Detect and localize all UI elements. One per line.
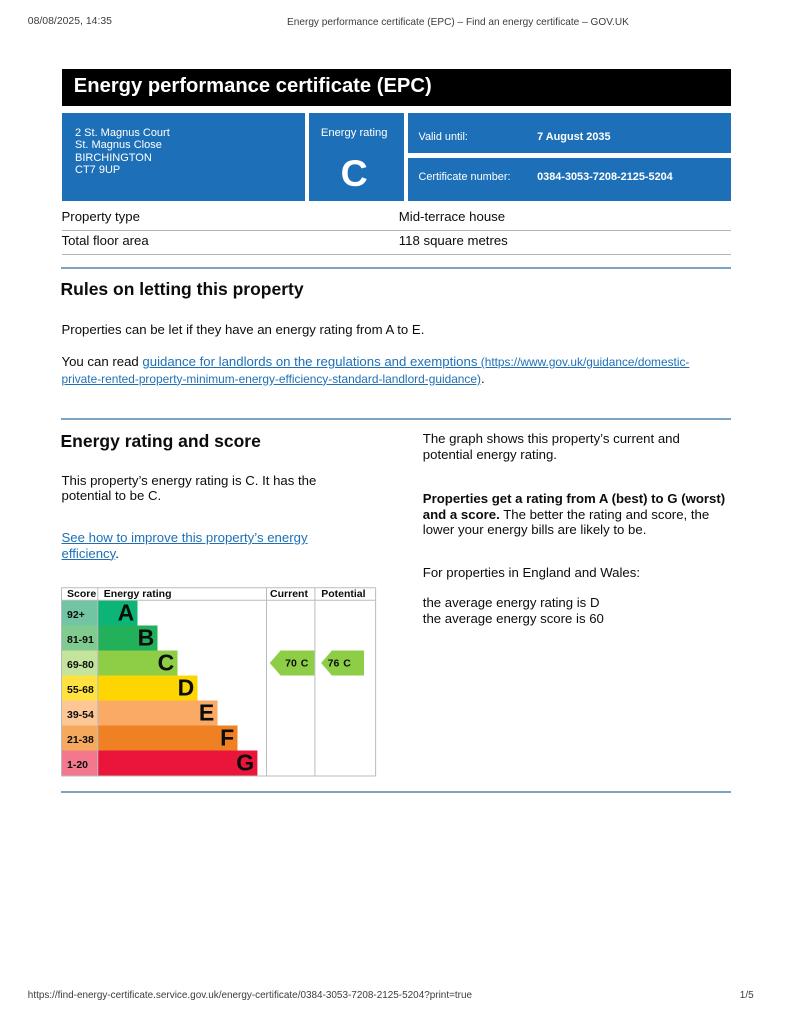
svg-text:Score: Score bbox=[67, 588, 96, 600]
svg-text:C: C bbox=[343, 658, 351, 670]
svg-text:21-38: 21-38 bbox=[67, 734, 94, 746]
svg-text:76: 76 bbox=[328, 658, 340, 670]
svg-text:C: C bbox=[301, 658, 309, 670]
svg-text:70: 70 bbox=[285, 658, 297, 670]
svg-text:Energy rating: Energy rating bbox=[104, 588, 172, 600]
svg-text:55-68: 55-68 bbox=[67, 684, 94, 696]
svg-text:Current: Current bbox=[270, 588, 308, 600]
svg-text:B: B bbox=[138, 624, 155, 650]
svg-text:D: D bbox=[178, 674, 195, 700]
svg-text:F: F bbox=[220, 724, 234, 750]
svg-text:92+: 92+ bbox=[67, 609, 85, 621]
svg-text:A: A bbox=[118, 599, 135, 625]
svg-text:C: C bbox=[158, 649, 175, 675]
svg-text:81-91: 81-91 bbox=[67, 634, 94, 646]
svg-text:Potential: Potential bbox=[321, 588, 365, 600]
svg-text:39-54: 39-54 bbox=[67, 709, 94, 721]
svg-text:69-80: 69-80 bbox=[67, 659, 94, 671]
svg-text:1-20: 1-20 bbox=[67, 759, 88, 771]
svg-text:G: G bbox=[236, 749, 254, 775]
svg-text:E: E bbox=[199, 699, 214, 725]
